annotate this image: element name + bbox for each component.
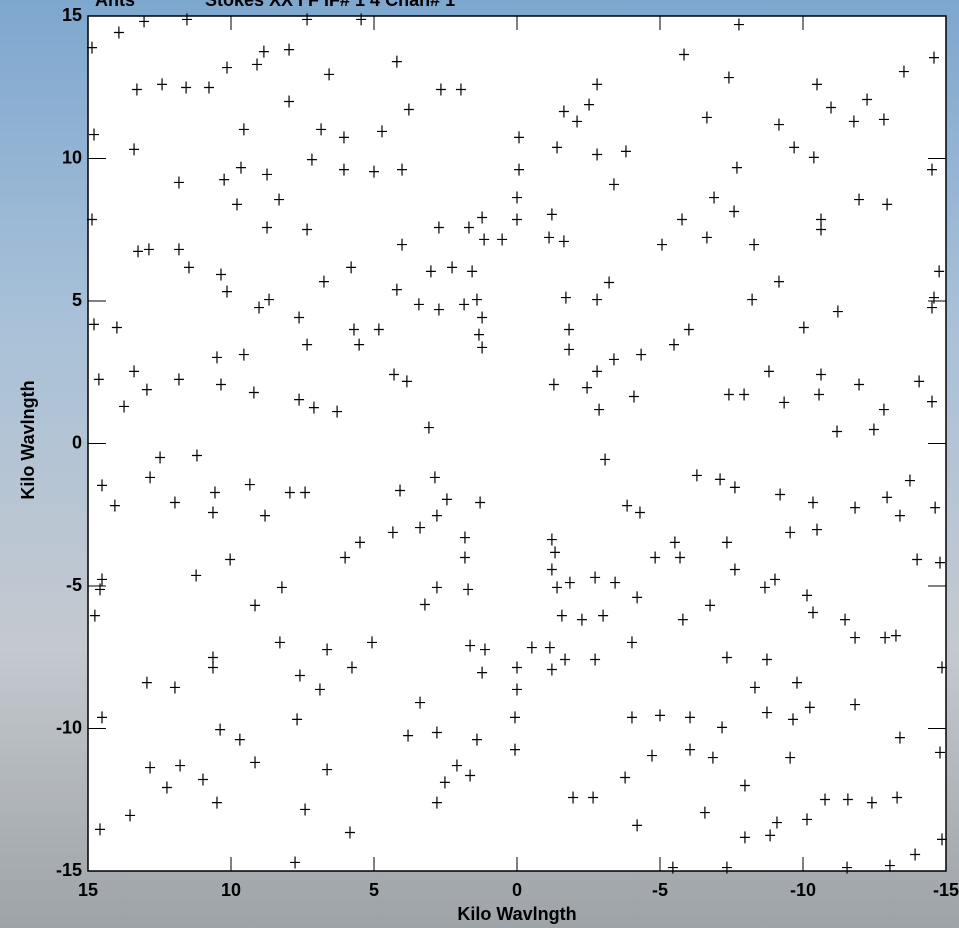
x-tick-label: 10 bbox=[221, 880, 241, 900]
chart-title: Ants bbox=[95, 0, 135, 10]
chart: Ants Stokes XX I F IF# 1 4 Chan# 1 Kilo … bbox=[0, 0, 959, 928]
y-tick-label: -5 bbox=[66, 575, 82, 595]
x-tick-label: -15 bbox=[933, 880, 959, 900]
chart-subtitle: Stokes XX I F IF# 1 4 Chan# 1 bbox=[205, 0, 455, 10]
plot-area bbox=[88, 16, 946, 871]
x-tick-label: -10 bbox=[790, 880, 816, 900]
y-tick-label: 5 bbox=[72, 290, 82, 310]
y-tick-label: -15 bbox=[56, 860, 82, 880]
x-axis-label: Kilo Wavlngth bbox=[457, 904, 576, 924]
x-tick-label: -5 bbox=[652, 880, 668, 900]
y-tick-label: 15 bbox=[62, 5, 82, 25]
page: Ants Stokes XX I F IF# 1 4 Chan# 1 Kilo … bbox=[0, 0, 959, 928]
x-tick-label: 0 bbox=[512, 880, 522, 900]
y-tick-label: -10 bbox=[56, 717, 82, 737]
x-tick-label: 5 bbox=[369, 880, 379, 900]
y-tick-label: 0 bbox=[72, 432, 82, 452]
y-axis-label: Kilo Wavlngth bbox=[18, 380, 38, 499]
x-tick-label: 15 bbox=[78, 880, 98, 900]
y-tick-label: 10 bbox=[62, 147, 82, 167]
